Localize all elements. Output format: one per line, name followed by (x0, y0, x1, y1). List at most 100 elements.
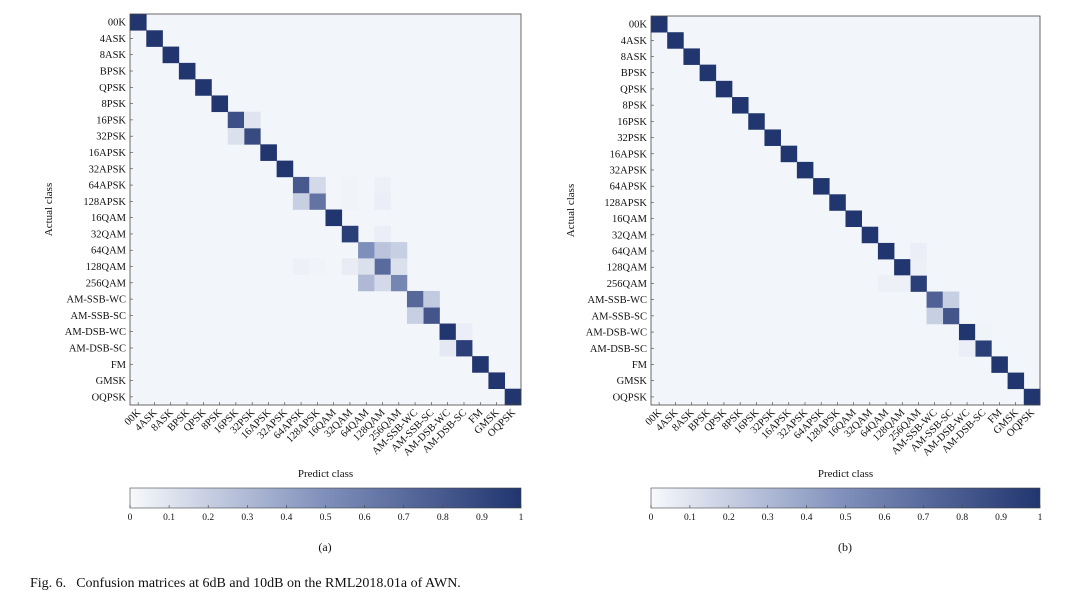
matrix-cell-diagonal (211, 95, 229, 113)
matrix-cell-diagonal (991, 356, 1008, 373)
y-tick-label: GMSK (617, 376, 648, 387)
y-tick-label: AM-DSB-SC (69, 343, 126, 354)
figure-caption: Fig. 6. Confusion matrices at 6dB and 10d… (30, 576, 461, 592)
y-tick-label: AM-DSB-WC (586, 328, 647, 339)
matrix-cell-diagonal (374, 258, 391, 275)
matrix-cell-diagonal (162, 46, 180, 64)
y-tick-label: FM (632, 360, 648, 371)
matrix-cell (341, 193, 359, 210)
colorbar-tick-label: 0.6 (359, 513, 371, 523)
y-tick-label: QPSK (620, 84, 647, 95)
matrix-cell (374, 176, 391, 194)
y-tick-label: 16PSK (96, 115, 126, 126)
colorbar-tick-label: 0.2 (723, 513, 735, 523)
x-axis-label: Predict class (818, 468, 873, 480)
matrix-cell-diagonal (861, 226, 879, 244)
matrix-cell (341, 258, 359, 275)
y-tick-label: 256QAM (607, 279, 648, 290)
colorbar-tick-label: 1 (1038, 513, 1043, 523)
colorbar-tick-label: 0.4 (801, 513, 813, 523)
y-tick-label: GMSK (96, 376, 127, 387)
colorbar-tick-label: 0.7 (398, 513, 410, 523)
y-tick-label: 8PSK (622, 101, 647, 112)
matrix-cell (309, 258, 326, 275)
matrix-cell (341, 176, 359, 194)
colorbar-tick-label: 0.9 (476, 513, 488, 523)
matrix-cell (292, 258, 310, 275)
matrix-cell-diagonal (829, 194, 846, 211)
y-tick-label: 16QAM (91, 213, 127, 224)
matrix-cell-diagonal (748, 113, 765, 130)
matrix-cell-diagonal (130, 14, 147, 31)
matrix-cell-diagonal (325, 209, 343, 227)
matrix-cell-diagonal (796, 161, 814, 179)
colorbar-tick-label: 0.5 (840, 513, 852, 523)
matrix-cell (374, 274, 391, 292)
y-tick-label: FM (111, 360, 127, 371)
matrix-cell-diagonal (341, 225, 359, 243)
y-tick-label: 32PSK (617, 133, 647, 144)
matrix-cell-diagonal (764, 129, 781, 146)
matrix-cell (910, 242, 927, 260)
matrix-cell-diagonal (227, 111, 245, 129)
colorbar-tick-label: 0.4 (280, 513, 292, 523)
matrix-cell-diagonal (894, 259, 911, 276)
y-axis-label: Actual class (43, 183, 55, 236)
y-tick-label: 128APSK (604, 198, 647, 209)
y-axis-label: Actual class (565, 184, 577, 237)
matrix-cell-diagonal (390, 274, 408, 292)
y-tick-label: 32QAM (612, 230, 648, 241)
matrix-cell (390, 242, 408, 259)
matrix-cell-diagonal (683, 48, 700, 65)
y-tick-label: 64APSK (610, 182, 648, 193)
y-tick-label: 256QAM (86, 278, 127, 289)
y-tick-label: AM-SSB-WC (66, 295, 126, 306)
matrix-cell (423, 290, 440, 308)
matrix-cell-diagonal (472, 356, 489, 373)
colorbar-tick-label: 0.8 (956, 513, 968, 523)
colorbar-tick-label: 0.3 (241, 513, 253, 523)
matrix-cell-diagonal (439, 323, 457, 341)
matrix-cell-diagonal (1023, 388, 1041, 406)
matrix-cell (439, 339, 457, 357)
matrix-cell-diagonal (845, 210, 863, 228)
y-tick-label: AM-DSB-SC (590, 344, 647, 355)
colorbar-tick-label: 0.5 (320, 513, 332, 523)
colorbar-tick-label: 0.1 (163, 513, 175, 523)
matrix-cell-diagonal (309, 193, 326, 210)
y-tick-label: 8PSK (101, 99, 126, 110)
matrix-cell-diagonal (780, 145, 798, 163)
colorbar-tick-label: 0.6 (878, 513, 890, 523)
matrix-cell-diagonal (488, 372, 506, 390)
matrix-cell (374, 242, 391, 259)
matrix-cell-diagonal (292, 176, 310, 194)
matrix-frame (650, 15, 1041, 406)
y-tick-label: 8ASK (621, 52, 648, 63)
matrix-cell (894, 275, 911, 292)
matrix-cell (374, 193, 391, 210)
y-tick-label: AM-SSB-SC (71, 311, 126, 322)
colorbar-tick-label: 0.7 (917, 513, 929, 523)
matrix-cell-diagonal (423, 307, 440, 324)
confusion-matrix-a: 00K00K4ASK4ASK8ASK8ASKBPSKBPSKQPSKQPSK8P… (43, 13, 524, 554)
y-tick-label: 32PSK (96, 132, 126, 143)
matrix-cell (292, 225, 310, 243)
y-tick-label: 16APSK (610, 149, 648, 160)
colorbar-tick-label: 0.8 (437, 513, 449, 523)
matrix-cell-diagonal (504, 388, 522, 406)
matrix-cell (455, 323, 473, 341)
matrix-cell-diagonal (715, 80, 733, 98)
confusion-matrix-b: 00K00K4ASK4ASK8ASK8ASKBPSKBPSKQPSKQPSK8P… (565, 15, 1043, 554)
matrix-cell-diagonal (926, 291, 944, 309)
y-tick-label: 128QAM (86, 262, 127, 273)
y-tick-label: QPSK (99, 83, 126, 94)
matrix-cell (227, 128, 245, 145)
matrix-cell (910, 259, 927, 276)
matrix-cell-diagonal (1007, 372, 1025, 390)
matrix-cell-diagonal (406, 290, 424, 308)
matrix-cell-diagonal (699, 64, 717, 82)
matrix-cell-diagonal (178, 62, 196, 80)
matrix-cell (406, 307, 424, 324)
matrix-cell (244, 111, 261, 129)
